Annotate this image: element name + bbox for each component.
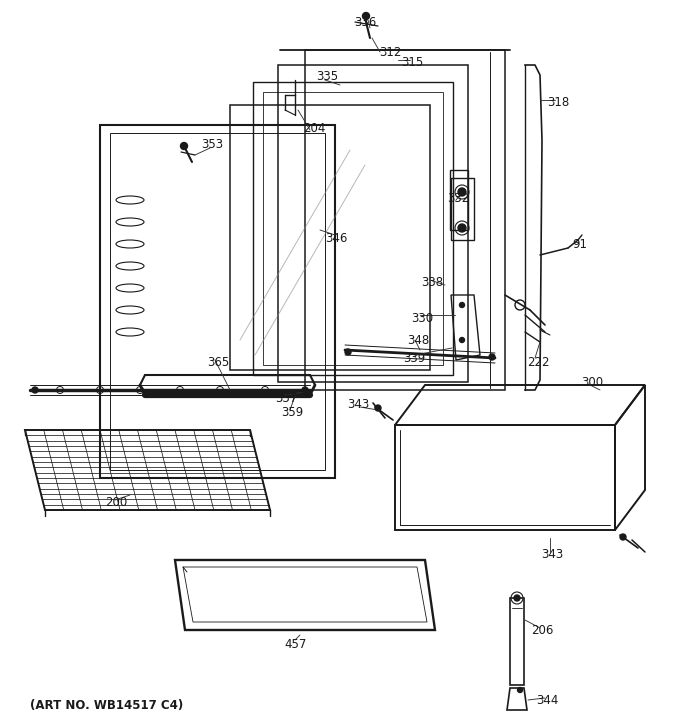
Text: 204: 204 — [303, 122, 325, 135]
Circle shape — [489, 354, 495, 360]
Text: 300: 300 — [581, 376, 603, 389]
Text: 330: 330 — [411, 311, 433, 324]
Circle shape — [458, 224, 466, 232]
Text: 91: 91 — [573, 237, 588, 251]
Text: 332: 332 — [447, 192, 469, 204]
Text: 343: 343 — [541, 549, 563, 562]
Text: 335: 335 — [316, 70, 338, 83]
Circle shape — [32, 387, 38, 393]
Text: 338: 338 — [421, 276, 443, 288]
Text: 457: 457 — [285, 638, 307, 650]
Text: 336: 336 — [354, 15, 376, 28]
Text: 365: 365 — [207, 355, 229, 369]
Circle shape — [460, 337, 464, 342]
Text: 337: 337 — [275, 392, 297, 405]
Text: 344: 344 — [536, 694, 558, 707]
Text: 318: 318 — [547, 96, 569, 109]
Circle shape — [375, 405, 381, 411]
Text: 339: 339 — [403, 351, 425, 364]
Text: 343: 343 — [347, 397, 369, 411]
Circle shape — [362, 12, 369, 20]
Circle shape — [514, 595, 520, 601]
Text: 315: 315 — [401, 56, 423, 69]
Text: 206: 206 — [531, 623, 554, 636]
Circle shape — [620, 534, 626, 540]
Text: 346: 346 — [325, 232, 347, 245]
Text: (ART NO. WB14517 C4): (ART NO. WB14517 C4) — [30, 699, 183, 712]
Text: 353: 353 — [201, 138, 223, 151]
Circle shape — [180, 143, 188, 149]
Circle shape — [302, 387, 308, 393]
Circle shape — [460, 303, 464, 308]
Text: 222: 222 — [527, 355, 549, 369]
Text: 359: 359 — [281, 405, 303, 418]
Circle shape — [458, 188, 466, 196]
Circle shape — [517, 688, 522, 692]
Text: 200: 200 — [105, 495, 127, 508]
Text: 348: 348 — [407, 334, 429, 347]
Circle shape — [345, 349, 351, 355]
Text: 312: 312 — [379, 46, 401, 59]
